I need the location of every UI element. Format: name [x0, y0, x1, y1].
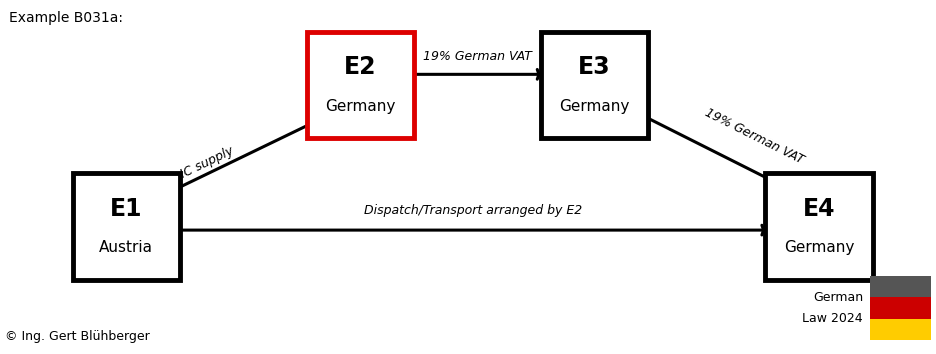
- Text: Germany: Germany: [325, 99, 396, 114]
- Text: German: German: [812, 291, 863, 304]
- Text: Dispatch/Transport arranged by E2: Dispatch/Transport arranged by E2: [363, 204, 582, 217]
- Text: Germany: Germany: [559, 99, 630, 114]
- Text: Germany: Germany: [783, 240, 855, 255]
- Text: 19% German VAT: 19% German VAT: [423, 50, 532, 63]
- Text: Law 2024: Law 2024: [802, 312, 863, 325]
- Text: E1: E1: [110, 197, 142, 221]
- Text: E3: E3: [578, 55, 610, 79]
- Text: E4: E4: [803, 197, 835, 221]
- Text: E2: E2: [344, 55, 376, 79]
- Bar: [870, 319, 931, 340]
- Text: © Ing. Gert Blühberger: © Ing. Gert Blühberger: [5, 330, 150, 343]
- FancyBboxPatch shape: [541, 32, 648, 138]
- Text: Austria: Austria: [99, 240, 154, 255]
- FancyBboxPatch shape: [307, 32, 415, 138]
- Text: 19% German VAT: 19% German VAT: [703, 106, 806, 166]
- Bar: [870, 297, 931, 319]
- FancyBboxPatch shape: [73, 173, 181, 280]
- Text: Example B031a:: Example B031a:: [9, 11, 124, 25]
- FancyBboxPatch shape: [766, 173, 873, 280]
- Bar: [870, 276, 931, 297]
- Text: IC supply: IC supply: [179, 144, 236, 181]
